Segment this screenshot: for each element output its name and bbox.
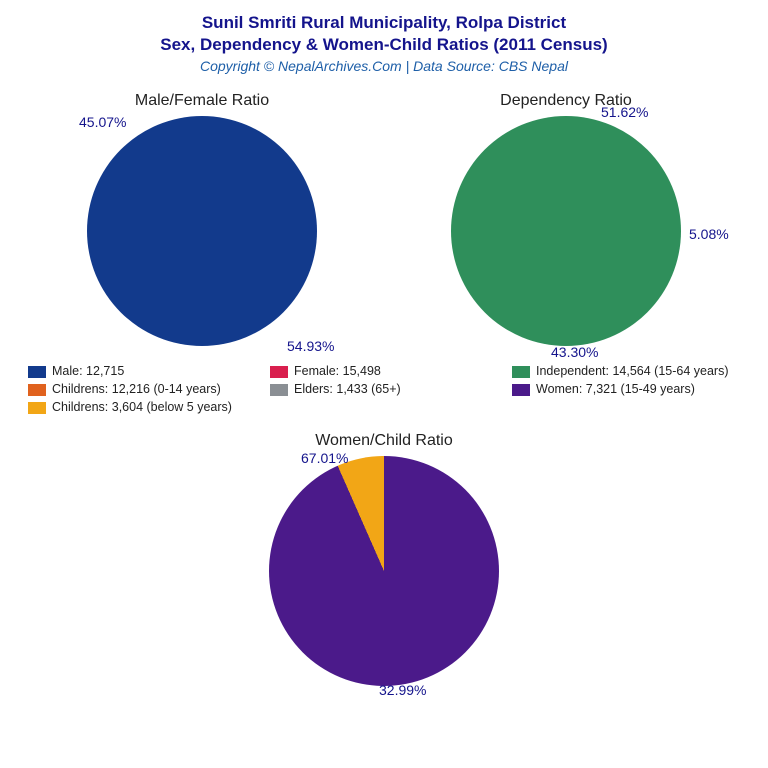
legend-text: Women: 7,321 (15-49 years)	[536, 382, 695, 396]
legend-item: Independent: 14,564 (15-64 years)	[512, 364, 740, 378]
legend-swatch	[270, 366, 288, 378]
dependency-pie-wrap: 51.62% 5.08% 43.30%	[451, 116, 681, 346]
wc-child-label: 32.99%	[379, 682, 426, 698]
sex-ratio-chart: Male/Female Ratio 45.07% 54.93%	[32, 92, 372, 346]
legend-swatch	[28, 384, 46, 396]
legend-item: Male: 12,715	[28, 364, 256, 378]
dependency-ratio-chart: Dependency Ratio 51.62% 5.08% 43.30%	[396, 92, 736, 346]
legend-text: Childrens: 3,604 (below 5 years)	[52, 400, 232, 414]
legend-swatch	[512, 384, 530, 396]
wc-women-label: 67.01%	[301, 450, 348, 466]
dep-childrens-label: 43.30%	[551, 344, 598, 360]
legend-text: Male: 12,715	[52, 364, 124, 378]
legend-item: Childrens: 12,216 (0-14 years)	[28, 382, 256, 396]
women-child-pie-wrap: 67.01% 32.99%	[269, 456, 499, 686]
subtitle: Copyright © NepalArchives.Com | Data Sou…	[0, 58, 768, 74]
legend-swatch	[28, 366, 46, 378]
title-block: Sunil Smriti Rural Municipality, Rolpa D…	[0, 0, 768, 74]
legend-text: Childrens: 12,216 (0-14 years)	[52, 382, 221, 396]
legend-item: Women: 7,321 (15-49 years)	[512, 382, 740, 396]
women-child-chart-title: Women/Child Ratio	[214, 432, 554, 450]
dep-elders-label: 5.08%	[689, 226, 729, 242]
title-line-1: Sunil Smriti Rural Municipality, Rolpa D…	[0, 12, 768, 34]
legend-swatch	[270, 384, 288, 396]
legend: Male: 12,715 Female: 15,498 Independent: 1…	[28, 364, 740, 414]
legend-item: Elders: 1,433 (65+)	[270, 382, 498, 396]
legend-swatch	[28, 402, 46, 414]
sex-female-label: 54.93%	[287, 338, 334, 354]
top-charts-row: Male/Female Ratio 45.07% 54.93% Dependen…	[0, 92, 768, 346]
legend-swatch	[512, 366, 530, 378]
women-child-chart: Women/Child Ratio 67.01% 32.99%	[214, 432, 554, 686]
legend-item: Childrens: 3,604 (below 5 years)	[28, 400, 256, 414]
legend-text: Female: 15,498	[294, 364, 381, 378]
dependency-pie	[451, 116, 681, 346]
sex-chart-title: Male/Female Ratio	[32, 92, 372, 110]
dep-independent-label: 51.62%	[601, 104, 648, 120]
dependency-chart-title: Dependency Ratio	[396, 92, 736, 110]
sex-male-label: 45.07%	[79, 114, 126, 130]
sex-pie-wrap: 45.07% 54.93%	[87, 116, 317, 346]
legend-item: Female: 15,498	[270, 364, 498, 378]
women-child-pie	[269, 456, 499, 686]
legend-text: Independent: 14,564 (15-64 years)	[536, 364, 729, 378]
title-line-2: Sex, Dependency & Women-Child Ratios (20…	[0, 34, 768, 56]
legend-text: Elders: 1,433 (65+)	[294, 382, 401, 396]
sex-pie	[87, 116, 317, 346]
